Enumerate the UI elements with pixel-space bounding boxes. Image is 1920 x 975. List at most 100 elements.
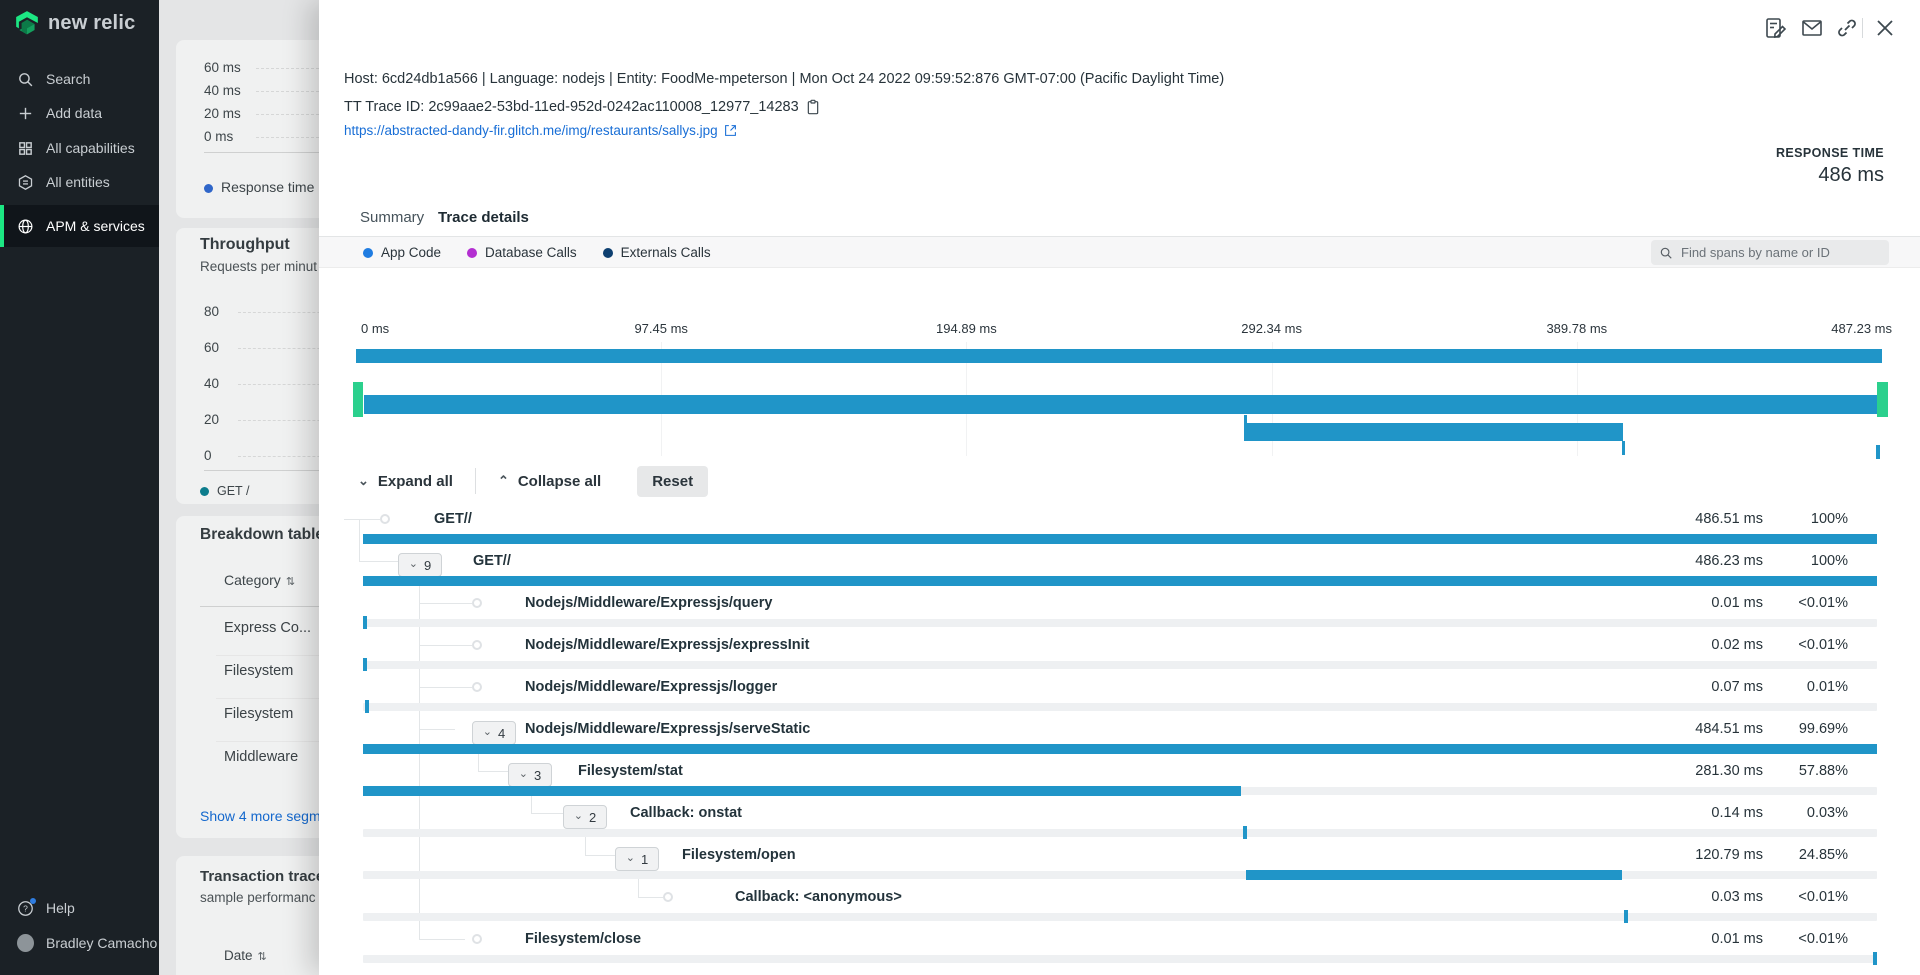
span-duration: 486.23 ms [1695,553,1763,569]
span-name[interactable]: Nodejs/Middleware/Expressjs/expressInit [525,637,810,653]
span-duration: 120.79 ms [1695,847,1763,863]
span-name[interactable]: Callback: onstat [630,805,742,821]
new-relic-logo[interactable]: new relic [14,10,135,36]
tab-bar: Summary Trace details [319,200,1920,240]
span-timeline-tick [363,616,367,629]
transaction-traces-title: Transaction traces [200,868,333,885]
timeline-tick-label: 487.23 ms [1831,321,1892,336]
sort-icon: ⇅ [285,576,296,588]
trace-row: Filesystem/close 0.01 ms <0.01% [319,925,1920,967]
span-percent: 100% [1810,553,1848,569]
breakdown-row[interactable]: Filesystem [224,663,294,679]
request-url-link[interactable]: https://abstracted-dandy-fir.glitch.me/i… [344,123,718,138]
tree-connector-line [419,729,455,730]
chevron-down-icon: ⌄ [408,557,418,570]
copy-link-icon[interactable] [1835,16,1859,40]
throughput-title: Throughput [200,236,290,253]
tab-trace-details[interactable]: Trace details [438,204,529,240]
span-toggle-badge[interactable]: ⌄ 1 [615,847,659,871]
span-name[interactable]: Nodejs/Middleware/Expressjs/query [525,595,773,611]
sidebar-item-add-data[interactable]: Add data [0,96,159,130]
span-search-input[interactable] [1679,244,1873,261]
span-percent: <0.01% [1798,637,1848,653]
legend-dot-icon [467,247,478,258]
span-toggle-badge[interactable]: ⌄ 2 [563,805,607,829]
trace-row: Nodejs/Middleware/Expressjs/expressInit 0… [319,631,1920,673]
sidebar-item-search[interactable]: Search [0,62,159,96]
span-timeline-track [363,913,1877,921]
minimap-connector [1244,415,1248,423]
span-name[interactable]: Filesystem/open [682,847,796,863]
clipboard-icon[interactable] [805,99,821,115]
chevron-down-icon: ⌄ [518,767,528,780]
span-node-icon [472,598,482,608]
span-duration: 484.51 ms [1695,721,1763,737]
trace-row: ⌄ 2 Callback: onstat 0.14 ms 0.03% [319,799,1920,841]
feedback-survey-icon[interactable] [1764,16,1788,40]
close-icon[interactable] [1873,16,1897,40]
span-name[interactable]: Filesystem/close [525,931,642,947]
breakdown-row[interactable]: Filesystem [224,706,294,722]
span-name[interactable]: Nodejs/Middleware/Expressjs/serveStatic [525,721,811,737]
bg-chart-ytick: 0 ms [204,129,234,144]
span-timeline-tick [363,658,367,671]
span-duration: 486.51 ms [1695,511,1763,527]
span-toggle-badge[interactable]: ⌄ 4 [472,721,516,745]
trace-details-modal: Host: 6cd24db1a566 | Language: nodejs | … [319,0,1920,975]
date-column-header[interactable]: Date ⇅ [224,948,267,963]
span-timeline-tick [1624,910,1629,923]
span-toggle-badge[interactable]: ⌄ 9 [398,553,442,577]
chevron-down-icon: ⌄ [482,725,492,738]
reset-button[interactable]: Reset [637,465,709,497]
child-count: 4 [497,725,506,741]
tree-connector-line [419,687,472,688]
request-url-line: https://abstracted-dandy-fir.glitch.me/i… [344,123,737,138]
expand-all-button[interactable]: ⌄ Expand all [358,472,453,490]
sidebar-item-user[interactable]: Bradley Camacho [0,926,159,960]
minimap-span-bar [356,349,1882,363]
show-more-segments-link[interactable]: Show 4 more segm [200,808,321,824]
get-legend-dot-icon [200,487,209,497]
span-timeline-bar [363,576,1877,586]
trace-span-table: GET// 486.51 ms 100% ⌄ 9 GET// 486.23 ms 100% No… [319,505,1920,975]
help-label: Help [46,900,75,916]
span-toggle-badge[interactable]: ⌄ 3 [508,763,552,787]
span-name[interactable]: GET// [473,553,511,569]
grid-icon [17,140,34,157]
span-timeline-track [363,703,1877,711]
breakdown-category-header[interactable]: Category ⇅ [224,572,296,588]
legend-dot-icon [602,247,613,258]
sidebar-item-apm-services[interactable]: APM & services [0,205,159,247]
tree-connector-line [359,561,398,562]
trace-row: ⌄ 4 Nodejs/Middleware/Expressjs/serveStati… [319,715,1920,757]
bg-chart-ytick: 40 ms [204,83,241,98]
chevron-up-icon: ⌃ [497,473,509,488]
sidebar-item-all-entities[interactable]: All entities [0,165,159,199]
throughput-ytick: 0 [204,448,212,463]
collapse-all-button[interactable]: ⌃ Collapse all [497,472,602,490]
span-duration: 0.03 ms [1711,889,1763,905]
span-name[interactable]: Nodejs/Middleware/Expressjs/logger [525,679,778,695]
timeline-tick-label: 0 ms [361,321,390,336]
span-timeline-bar [363,744,1877,754]
trace-row: ⌄ 9 GET// 486.23 ms 100% [319,547,1920,589]
span-name[interactable]: Callback: <anonymous> [735,889,902,905]
breakdown-row[interactable]: Middleware [224,749,299,765]
span-percent: <0.01% [1798,595,1848,611]
span-name[interactable]: GET// [434,511,472,527]
sidebar-item-all-capabilities[interactable]: All capabilities [0,131,159,165]
breakdown-row[interactable]: Express Co... [224,620,312,636]
chevron-down-icon: ⌄ [573,809,583,822]
span-name[interactable]: Filesystem/stat [578,763,683,779]
span-percent: <0.01% [1798,931,1848,947]
span-search-box[interactable] [1651,240,1889,265]
sidebar-item-label: Add data [46,105,103,121]
new-relic-wordmark: new relic [48,11,136,34]
trace-id-line: TT Trace ID: 2c99aae2-53bd-11ed-952d-024… [344,99,821,115]
tab-summary[interactable]: Summary [360,209,425,226]
sidebar-item-help[interactable]: ? Help [0,891,159,925]
span-legend-bar: App Code Database Calls Externals Calls [319,237,1920,268]
email-share-icon[interactable] [1800,16,1824,40]
span-node-icon [380,514,390,524]
